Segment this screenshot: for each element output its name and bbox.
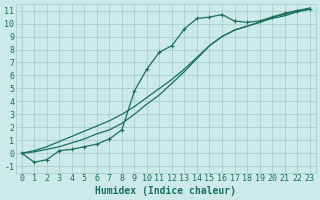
X-axis label: Humidex (Indice chaleur): Humidex (Indice chaleur) (95, 186, 236, 196)
